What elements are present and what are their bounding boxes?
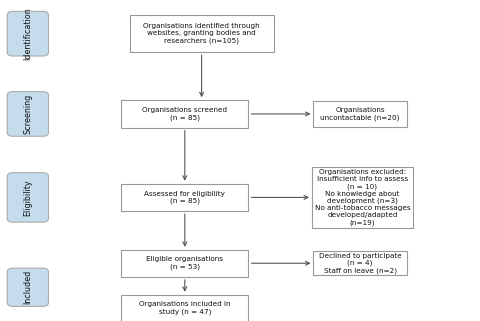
FancyBboxPatch shape xyxy=(130,15,274,52)
Text: Included: Included xyxy=(24,270,32,304)
FancyBboxPatch shape xyxy=(7,268,48,306)
Text: Eligibility: Eligibility xyxy=(24,179,32,216)
FancyBboxPatch shape xyxy=(121,184,249,211)
FancyBboxPatch shape xyxy=(312,167,413,228)
FancyBboxPatch shape xyxy=(7,11,48,56)
FancyBboxPatch shape xyxy=(121,250,249,277)
Text: Organisations identified through
websites, granting bodies and
researchers (n=10: Organisations identified through website… xyxy=(144,23,260,44)
Text: Organisations included in
study (n = 47): Organisations included in study (n = 47) xyxy=(139,301,230,315)
Text: Identification: Identification xyxy=(24,7,32,60)
FancyBboxPatch shape xyxy=(121,100,249,127)
FancyBboxPatch shape xyxy=(121,295,249,321)
Text: Organisations screened
(n = 85): Organisations screened (n = 85) xyxy=(142,107,228,121)
FancyBboxPatch shape xyxy=(313,101,407,127)
Text: Assessed for eligibility
(n = 85): Assessed for eligibility (n = 85) xyxy=(144,191,225,204)
FancyBboxPatch shape xyxy=(313,251,407,275)
Text: Eligible organisations
(n = 53): Eligible organisations (n = 53) xyxy=(146,256,223,270)
Text: Declined to participate
(n = 4)
Staff on leave (n=2): Declined to participate (n = 4) Staff on… xyxy=(319,253,401,274)
FancyBboxPatch shape xyxy=(7,173,48,222)
FancyBboxPatch shape xyxy=(7,92,48,136)
Text: Organisations excluded:
Insufficient info to assess
(n = 10)
No knowledge about
: Organisations excluded: Insufficient inf… xyxy=(314,169,410,226)
Text: Screening: Screening xyxy=(24,94,32,134)
Text: Organisations
uncontactable (n=20): Organisations uncontactable (n=20) xyxy=(320,107,400,121)
